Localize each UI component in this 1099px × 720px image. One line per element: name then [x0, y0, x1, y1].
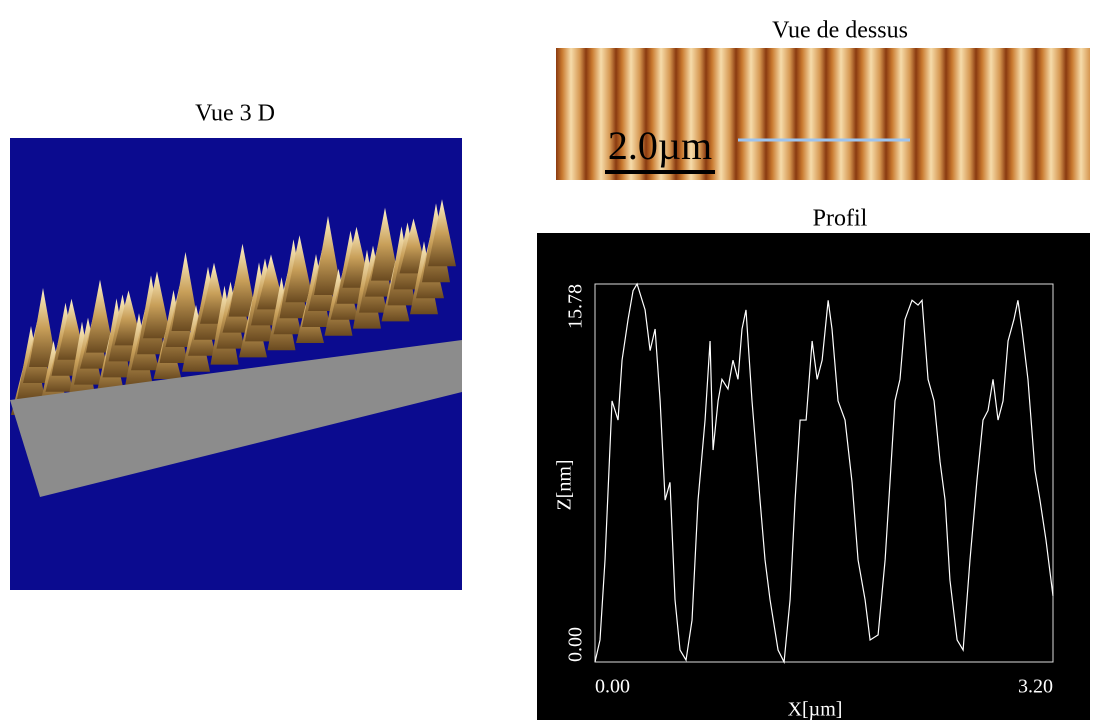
y-tick-label: 15.78 [565, 284, 587, 329]
surface-peak [171, 252, 200, 331]
surface-peak [29, 288, 57, 367]
surface-peak [228, 243, 257, 317]
scale-bar-label: 2.0µm [608, 123, 712, 168]
plot-frame [594, 283, 1054, 663]
surface-peak [371, 207, 399, 281]
surface-peak [86, 279, 114, 353]
surface-peak [314, 216, 342, 295]
x-tick-label: 0.00 [595, 676, 630, 698]
surface-slab [10, 340, 462, 497]
chart-title: Profil [813, 206, 868, 232]
view-3d-title: Vue 3 D [195, 101, 275, 127]
x-axis-label: X[µm] [788, 699, 843, 720]
top-view-title: Vue de dessus [772, 18, 908, 44]
surface-peak [143, 271, 171, 339]
surface-peak [428, 199, 456, 267]
profile-curve [594, 282, 1054, 665]
top-view-image [556, 48, 1090, 180]
x-tick-label: 3.20 [1018, 676, 1053, 698]
y-axis-label: Z[nm] [554, 459, 576, 510]
plot-background [537, 233, 1090, 720]
surface-peaks [11, 199, 456, 415]
surface-peak [285, 235, 314, 303]
y-tick-label: 0.00 [565, 627, 587, 662]
